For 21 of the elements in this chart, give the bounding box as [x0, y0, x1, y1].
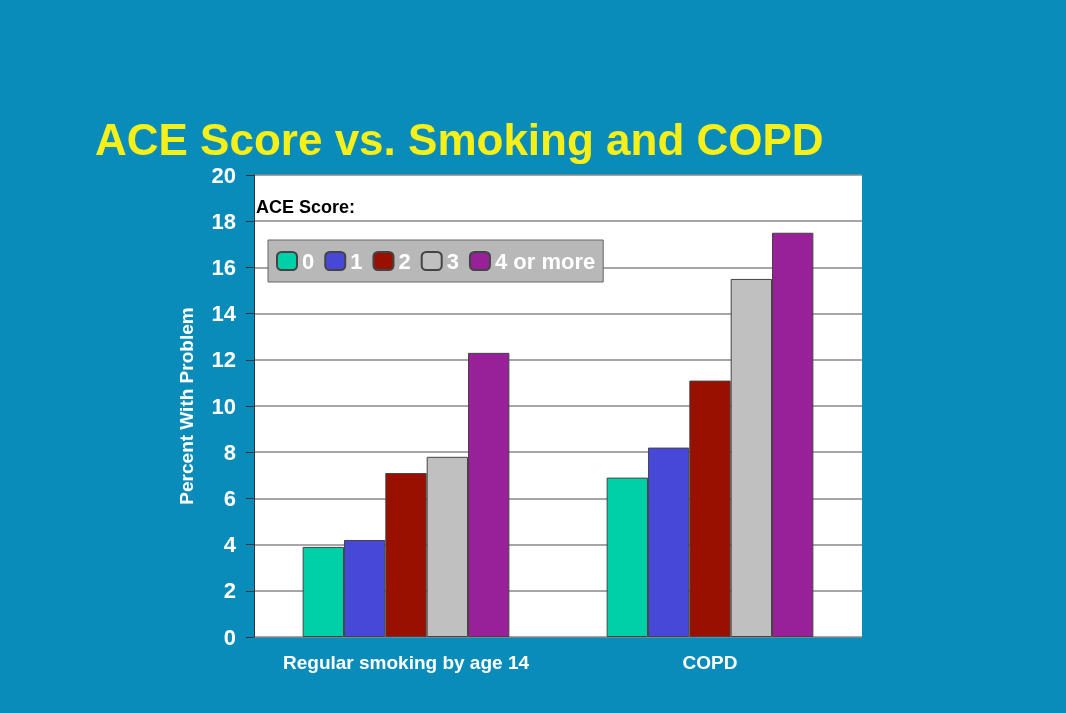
- y-tick-label: 10: [211, 393, 236, 419]
- y-tick-label: 16: [211, 254, 236, 280]
- x-tick-label: COPD: [682, 652, 738, 673]
- chart-title: ACE Score vs. Smoking and COPD: [95, 114, 824, 164]
- y-tick-label: 20: [211, 162, 236, 188]
- y-tick-label: 4: [223, 532, 237, 558]
- y-tick-label: 18: [211, 208, 236, 234]
- legend-label: 2: [398, 248, 411, 274]
- y-tick-label: 6: [223, 485, 236, 511]
- y-tick-label: 12: [211, 347, 236, 373]
- legend-title: ACE Score:: [256, 197, 356, 217]
- y-tick-label: 14: [211, 301, 237, 327]
- y-axis-title: Percent With Problem: [176, 307, 197, 505]
- legend-label: 0: [302, 248, 315, 274]
- y-tick-label: 2: [223, 578, 236, 604]
- y-tick-label: 0: [223, 624, 236, 650]
- legend-label: 1: [350, 248, 363, 274]
- legend-label: 4 or more: [494, 248, 596, 274]
- y-tick-label: 8: [223, 439, 236, 465]
- legend-label: 3: [446, 248, 459, 274]
- x-tick-label: Regular smoking by age 14: [282, 652, 530, 673]
